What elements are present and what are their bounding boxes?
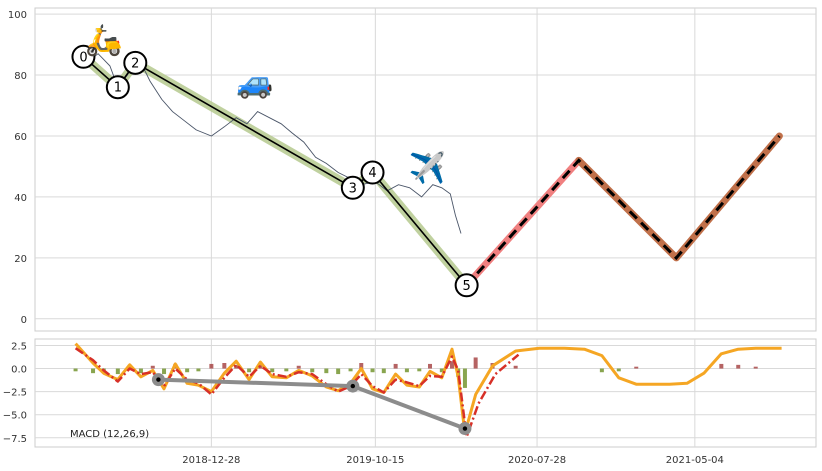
macd-histogram-bar xyxy=(247,368,252,373)
macd-histogram-bar xyxy=(270,368,275,373)
wave-point-marker xyxy=(360,160,385,185)
macd-low-point-dot xyxy=(462,426,468,431)
macd-histogram-bar xyxy=(719,363,724,369)
signal-line xyxy=(74,347,520,439)
macd-histogram-bar xyxy=(417,368,422,372)
price-y-tick-label: 100 xyxy=(8,10,27,21)
macd-histogram-bar xyxy=(428,363,433,369)
macd-histogram-bar xyxy=(284,368,289,372)
macd-panel-frame xyxy=(34,338,817,448)
wave-point-label: 2 xyxy=(131,56,139,71)
macd-panel-label: MACD (12,26,9) xyxy=(70,429,149,440)
x-tick-label: 2018-12-28 xyxy=(182,455,240,466)
wave-point-marker xyxy=(105,75,130,100)
macd-y-tick-label: −5.0 xyxy=(3,411,27,422)
macd-histogram-bar xyxy=(162,368,167,375)
macd-histogram-bar xyxy=(599,368,604,373)
macd-histogram-bar xyxy=(185,368,190,373)
macd-histogram-bar xyxy=(393,363,398,369)
macd-histogram-bar xyxy=(209,363,214,369)
scooter-icon: 🛵 xyxy=(85,23,122,58)
wave-point-marker xyxy=(71,44,96,69)
macd-histogram-bar xyxy=(115,368,120,375)
wave-point-label: 1 xyxy=(114,81,122,96)
macd-histogram-bar xyxy=(473,357,478,369)
macd-histogram-bar xyxy=(359,363,364,369)
macd-panel: 2.5 0.0 −2.5 −5.0 −7.5 2018-12-28 2019-10-15 20… xyxy=(3,338,817,466)
macd-low-point-dot xyxy=(156,377,161,382)
macd-histogram-bar xyxy=(310,368,315,373)
macd-y-tick-label: 2.5 xyxy=(11,341,27,352)
price-y-tick-label: 20 xyxy=(14,254,27,265)
x-tick-label: 2021-05-04 xyxy=(666,455,724,466)
macd-low-point-dot xyxy=(350,383,356,389)
wave-point-marker xyxy=(340,175,365,200)
macd-histogram-bar xyxy=(91,368,96,374)
macd-y-tick-label: 0.0 xyxy=(11,365,27,376)
x-tick-label: 2019-10-15 xyxy=(346,455,404,466)
macd-histogram-bar xyxy=(616,368,621,372)
macd-histogram-bar xyxy=(234,364,239,369)
price-y-tick-label: 0 xyxy=(21,315,27,326)
macd-histogram-bar xyxy=(348,368,353,372)
macd-y-tick-label: −2.5 xyxy=(3,388,27,399)
x-tick-label: 2020-07-28 xyxy=(508,455,566,466)
macd-y-tick-label: −7.5 xyxy=(3,434,27,445)
wave-point-label: 3 xyxy=(349,181,357,196)
macd-histogram-bar xyxy=(73,368,78,372)
price-y-tick-label: 80 xyxy=(14,71,27,82)
macd-histogram-bar xyxy=(324,368,329,374)
price-y-tick-label: 40 xyxy=(14,193,27,204)
wave-point-marker xyxy=(454,273,479,298)
macd-histogram-bar xyxy=(370,368,375,373)
projection-dashed-line xyxy=(465,135,781,287)
wave-point-label: 0 xyxy=(79,50,87,65)
macd-histogram-bar xyxy=(196,368,201,372)
wave-point-label: 4 xyxy=(368,166,376,181)
macd-histogram-bar xyxy=(753,366,758,369)
macd-histogram-bar xyxy=(736,364,741,369)
price-panel-frame xyxy=(34,7,817,332)
car-icon: 🚙 xyxy=(236,66,273,101)
macd-histogram-bar xyxy=(150,365,155,369)
price-y-tick-label: 60 xyxy=(14,132,27,143)
macd-histogram-bar xyxy=(634,366,639,369)
macd-histogram-bar xyxy=(449,361,454,369)
macd-histogram-bar xyxy=(381,368,386,374)
macd-histogram-bar xyxy=(462,368,467,388)
price-panel: 0 20 40 60 80 100 0 12 34 5 🛵 🚙 ✈️ xyxy=(8,7,817,332)
macd-histogram-bar xyxy=(138,368,143,374)
airplane-icon: ✈️ xyxy=(409,149,446,186)
macd-histogram-bar xyxy=(296,365,301,369)
macd-histogram-bar xyxy=(336,368,341,375)
macd-histogram-bar xyxy=(513,365,518,369)
macd-histogram-bar xyxy=(222,363,227,369)
macd-histogram-bar xyxy=(404,368,409,373)
wave-point-marker xyxy=(123,50,148,75)
macd-histogram-bar xyxy=(439,368,444,373)
wave-point-label: 5 xyxy=(462,279,470,294)
